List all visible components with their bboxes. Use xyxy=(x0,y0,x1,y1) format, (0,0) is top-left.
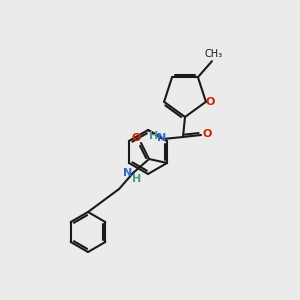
Text: O: O xyxy=(205,97,214,107)
Text: O: O xyxy=(131,133,141,143)
Text: H: H xyxy=(149,131,159,141)
Text: O: O xyxy=(202,129,212,139)
Text: H: H xyxy=(132,174,142,184)
Text: N: N xyxy=(158,133,166,143)
Text: CH₃: CH₃ xyxy=(205,49,223,59)
Text: N: N xyxy=(123,168,133,178)
